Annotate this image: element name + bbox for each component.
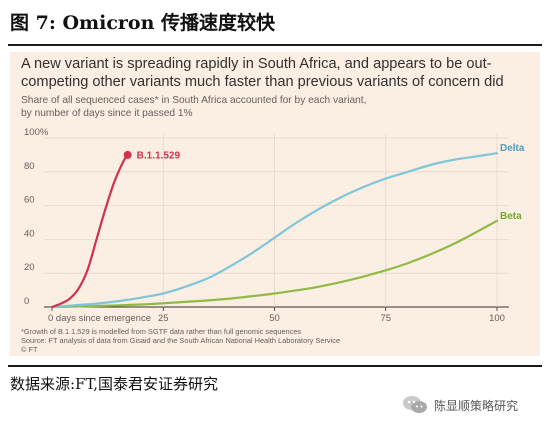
y-tick-label: 0 [24,296,29,307]
footnote-growth: *Growth of B.1.1.529 is modelled from SG… [21,327,302,336]
x-tick-label: 75 [380,313,391,324]
series-end-marker-b-1-1-529 [123,150,132,159]
chart-subtitle-line2: by number of days since it passed 1% [21,108,193,119]
x-tick-label: 25 [158,313,169,324]
x-tick-label: 100 [489,313,505,324]
bottom-rule [8,365,542,367]
x-tick-label: 0 days since emergence [48,313,151,324]
series-label-b-1-1-529: B.1.1.529 [137,150,181,161]
line-chart: 0 20 40 60 80 100% 0 days since emergence 25 50 7… [24,127,525,324]
series-line-b-1-1-529 [50,153,129,309]
watermark-text: 陈显顺策略研究 [434,398,519,413]
chart-headline: A new variant is spreading rapidly in So… [21,56,504,90]
footnote-copyright: © FT [21,345,38,354]
y-tick-label: 80 [24,161,35,172]
chart-subtitle: Share of all sequenced cases* in South A… [21,94,521,120]
watermark: 陈显顺策略研究 [402,395,518,415]
series-line-beta [50,219,499,309]
chart-subtitle-line1: Share of all sequenced cases* in South A… [21,95,367,106]
data-source: 数据来源:FT,国泰君安证券研究 [10,375,219,393]
top-rule [8,44,542,46]
y-tick-label: 60 [24,195,35,206]
y-tick-label: 20 [24,262,35,273]
footnote-source: Source: FT analysis of data from Gisaid … [21,336,341,345]
series-label-delta: Delta [500,143,525,154]
chart-panel: A new variant is spreading rapidly in So… [10,52,540,356]
series-line-delta [50,152,499,309]
y-tick-label: 40 [24,228,35,239]
y-tick-label: 100% [24,127,49,138]
figure-title: 图 7: Omicron 传播速度较快 [10,12,276,34]
figure-header: 图 7: Omicron 传播速度较快 [0,0,550,48]
series-label-beta: Beta [500,211,522,222]
wechat-icon [402,395,428,415]
x-tick-label: 50 [269,313,280,324]
